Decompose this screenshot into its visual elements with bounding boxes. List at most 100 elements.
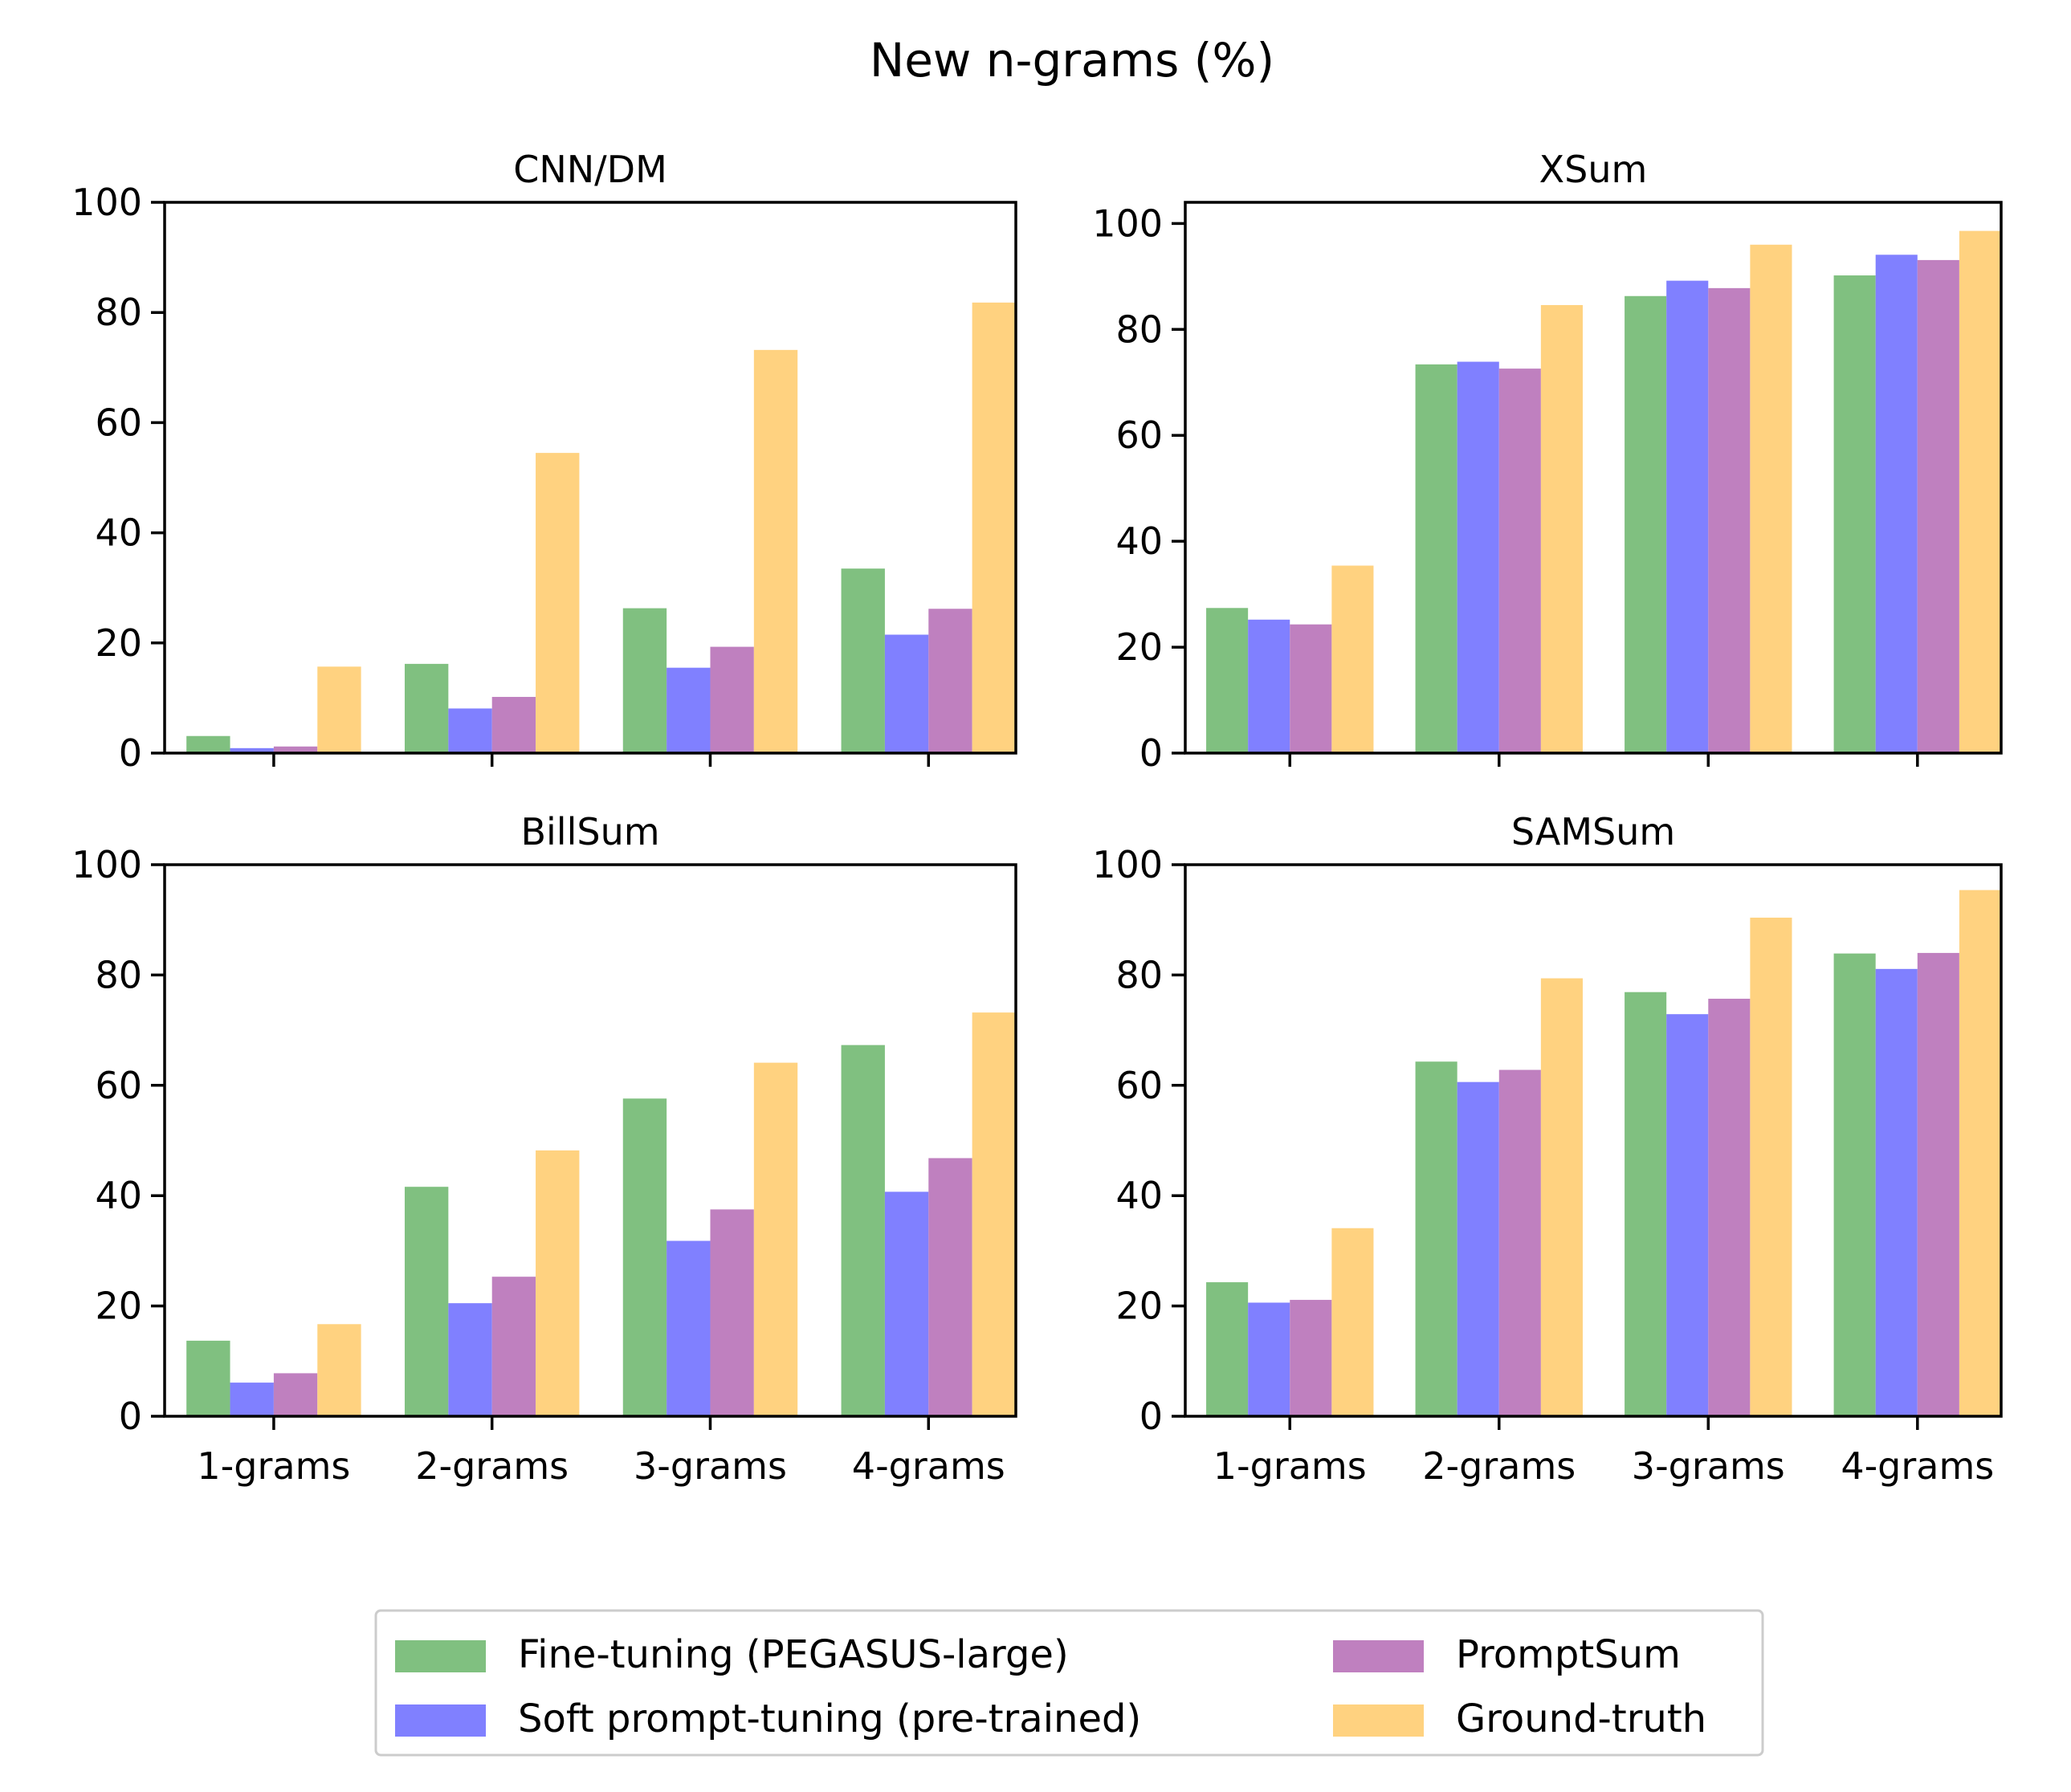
- bar: [404, 663, 449, 753]
- bar: [972, 302, 1016, 753]
- series-fine-tuning-pegasus-large: [1206, 275, 1876, 753]
- chart-samsum: SAMSum 0 20 40 60 80 100 1-grams 2-grams 3-grams 4…: [1092, 810, 2003, 1488]
- series-fine-tuning-pegasus-large: [186, 1045, 885, 1416]
- y-tick-label: 0: [119, 731, 142, 775]
- y-tick-label: 80: [1115, 953, 1163, 996]
- chart-cnn-dm: CNN/DM 0 20 40 60 80 100: [71, 148, 1017, 775]
- bar: [448, 1303, 492, 1416]
- bar: [622, 1098, 667, 1416]
- y-tick-label: 0: [1139, 731, 1163, 775]
- legend-label: Fine-tuning (PEGASUS-large): [518, 1632, 1069, 1677]
- bar: [1959, 230, 2001, 753]
- bar: [753, 1062, 798, 1416]
- y-tick-label: 60: [1115, 413, 1163, 457]
- x-tick-label: 2-grams: [415, 1444, 569, 1488]
- y-tick-label: 60: [95, 401, 142, 444]
- bar: [1540, 978, 1583, 1416]
- bar: [622, 608, 667, 753]
- series-ground-truth: [317, 302, 1016, 753]
- x-tick-label: 1-grams: [1213, 1444, 1367, 1488]
- bar: [186, 735, 230, 753]
- y-tick-label: 80: [1115, 307, 1163, 351]
- y-tick-label: 20: [1115, 1285, 1163, 1328]
- bar: [230, 1383, 274, 1416]
- bar: [1917, 259, 1959, 753]
- y-tick-label: 40: [95, 511, 142, 555]
- bar: [884, 634, 929, 753]
- bar: [972, 1012, 1016, 1416]
- legend: Fine-tuning (PEGASUS-large) Soft prompt-t…: [374, 1609, 1764, 1757]
- panel-title: SAMSum: [1511, 810, 1675, 853]
- y-tick-label: 60: [1115, 1064, 1163, 1107]
- bar: [404, 1187, 449, 1416]
- bar: [1666, 1014, 1709, 1416]
- legend-label: Soft prompt-tuning (pre-trained): [518, 1696, 1141, 1741]
- series-soft-prompt-tuning-pre-trained: [230, 634, 929, 753]
- bar: [1290, 624, 1332, 753]
- series-ground-truth: [317, 1012, 1016, 1416]
- axes-frame: [1184, 201, 2003, 755]
- y-tick-label: 80: [95, 953, 142, 996]
- bar: [1248, 1302, 1290, 1416]
- bar: [1708, 998, 1751, 1416]
- bar: [841, 1045, 885, 1416]
- series-ground-truth: [1331, 230, 2001, 753]
- bar: [928, 609, 972, 753]
- legend-label: Ground-truth: [1456, 1696, 1706, 1741]
- bar: [1875, 255, 1918, 754]
- x-tick-label: 2-grams: [1422, 1444, 1576, 1488]
- bar: [841, 568, 885, 753]
- bar: [1959, 890, 2001, 1416]
- y-tick-label: 100: [1092, 843, 1163, 886]
- bar: [1540, 304, 1583, 753]
- bar: [667, 1240, 711, 1416]
- bar: [928, 1158, 972, 1416]
- legend-item-fine-tuning-pegasus-large: Fine-tuning (PEGASUS-large): [395, 1632, 1069, 1677]
- y-tick-label: 100: [71, 181, 142, 224]
- series-promptsum: [1290, 952, 1959, 1416]
- axes-frame: [1184, 863, 2003, 1418]
- axes-frame: [163, 201, 1017, 755]
- legend-item-soft-prompt-tuning-pre-trained: Soft prompt-tuning (pre-trained): [395, 1696, 1141, 1741]
- bar: [1625, 992, 1667, 1416]
- series-soft-prompt-tuning-pre-trained: [1248, 255, 1918, 754]
- bar: [1917, 952, 1959, 1416]
- panel-title: CNN/DM: [513, 148, 667, 191]
- chart-billsum: BillSum 0 20 40 60 80 100 1-grams 2-grams 3-grams…: [71, 810, 1017, 1488]
- legend-swatch: [395, 1640, 486, 1672]
- legend-label: PromptSum: [1456, 1632, 1681, 1677]
- y-tick-label: 20: [95, 1285, 142, 1328]
- bar: [1625, 295, 1667, 753]
- bar: [491, 697, 536, 753]
- figure-title: New n-grams (%): [870, 33, 1274, 88]
- bar: [1708, 287, 1751, 754]
- bar: [1331, 565, 1374, 753]
- series-promptsum: [273, 609, 972, 753]
- bar: [186, 1340, 230, 1416]
- bar: [1833, 275, 1876, 753]
- bar: [536, 1150, 580, 1416]
- bar: [1498, 1069, 1541, 1416]
- bar: [1206, 608, 1249, 753]
- bar: [1498, 369, 1541, 753]
- x-tick-label: 4-grams: [852, 1444, 1005, 1488]
- bar: [710, 646, 754, 753]
- y-tick-label: 40: [1115, 519, 1163, 563]
- series-soft-prompt-tuning-pre-trained: [1248, 968, 1918, 1416]
- legend-swatch: [1333, 1640, 1424, 1672]
- y-tick-label: 100: [1092, 202, 1163, 245]
- series-fine-tuning-pegasus-large: [186, 568, 885, 753]
- bar: [491, 1277, 536, 1416]
- panel-title: BillSum: [520, 810, 659, 853]
- bar: [1457, 1081, 1499, 1416]
- y-tick-label: 80: [95, 291, 142, 334]
- bar: [753, 349, 798, 753]
- bar: [448, 708, 492, 753]
- legend-swatch: [1333, 1704, 1424, 1737]
- bar: [710, 1209, 754, 1416]
- series-promptsum: [1290, 259, 1959, 754]
- bar: [884, 1191, 929, 1416]
- bar: [317, 1324, 361, 1416]
- chart-xsum: XSum 0 20 40 60 80 100: [1092, 148, 2003, 775]
